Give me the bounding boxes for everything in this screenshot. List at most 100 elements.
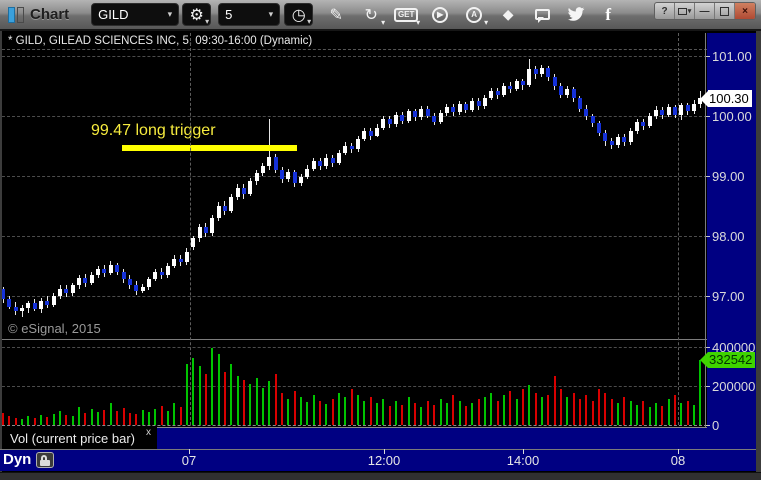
time-template-button[interactable]: ◷ ▾ xyxy=(284,3,314,26)
candle-body xyxy=(641,122,646,126)
help-button[interactable]: ? xyxy=(655,3,675,19)
volume-gridline xyxy=(2,385,705,387)
candle-body xyxy=(660,110,665,115)
chat-button[interactable] xyxy=(530,3,554,26)
volume-bar xyxy=(629,401,632,425)
tab-strip xyxy=(157,427,707,449)
candle-body xyxy=(577,98,582,109)
popout-icon xyxy=(677,7,687,15)
forward-button[interactable]: ↻ ▾ xyxy=(359,3,385,28)
chevron-down-icon: ▾ xyxy=(268,9,274,19)
volume-bar xyxy=(109,403,112,425)
volume-bar xyxy=(407,397,410,425)
price-pane[interactable] xyxy=(2,50,705,339)
volume-bar xyxy=(452,395,455,425)
trigger-annotation-text[interactable]: 99.47 long trigger xyxy=(91,122,216,139)
volume-bar xyxy=(566,397,569,425)
volume-axis-label: 200000 xyxy=(712,379,756,394)
candle-body xyxy=(489,90,494,98)
candle-wick xyxy=(268,119,270,170)
facebook-share-button[interactable]: f xyxy=(596,3,620,26)
session-boundary-line xyxy=(190,33,191,425)
close-button[interactable]: × xyxy=(735,3,755,19)
volume-bar xyxy=(128,412,131,425)
volume-bar xyxy=(401,405,404,425)
redo-circle-icon: ↻ xyxy=(364,6,378,24)
candle-body xyxy=(343,145,348,154)
time-axis-label: 12:00 xyxy=(367,453,401,468)
price-gridline xyxy=(2,295,705,297)
volume-bar xyxy=(598,389,600,425)
candle-body xyxy=(159,271,164,276)
volume-bar xyxy=(338,393,340,425)
interval-combo[interactable]: 5 ▾ xyxy=(218,3,281,26)
chart-symbol-header: * GILD, GILEAD SCIENCES INC, 5, 09:30-16… xyxy=(2,33,707,50)
symbol-combo[interactable]: GILD ▾ xyxy=(91,3,180,26)
symbol-settings-button[interactable]: ⚙ ▾ xyxy=(182,3,212,26)
time-axis[interactable] xyxy=(0,449,756,471)
auto-analysis-button[interactable]: A ▾ xyxy=(462,3,488,27)
title-bar[interactable]: Chart GILD ▾ ⚙ ▾ 5 ▾ ◷ ▾ ✎ ↻ ▾ GET ▾ ▶ xyxy=(0,0,761,31)
draw-tool-button[interactable]: ✎ xyxy=(324,3,348,26)
candle-body xyxy=(32,303,37,309)
lock-button[interactable] xyxy=(36,452,54,468)
volume-bar xyxy=(490,393,493,425)
volume-bar xyxy=(287,398,290,425)
volume-bar xyxy=(686,401,689,425)
volume-bar xyxy=(8,415,11,425)
volume-bar xyxy=(572,393,575,425)
volume-bar xyxy=(636,405,638,425)
volume-bar xyxy=(27,416,30,425)
volume-bar xyxy=(255,377,258,425)
session-boundary-line xyxy=(678,33,679,425)
volume-pane[interactable] xyxy=(2,341,705,425)
trigger-line[interactable] xyxy=(122,145,297,151)
candle-body xyxy=(330,157,335,163)
candle-body xyxy=(45,300,50,305)
candle-body xyxy=(318,160,322,167)
candle-body xyxy=(96,268,101,275)
volume-bar xyxy=(14,417,17,425)
send-button[interactable]: ◆ xyxy=(496,3,520,26)
dynamic-mode-label[interactable]: Dyn xyxy=(3,451,32,468)
candle-body xyxy=(299,177,303,184)
get-data-button[interactable]: GET ▾ xyxy=(393,3,420,27)
candle-body xyxy=(647,116,652,126)
close-icon[interactable]: x xyxy=(146,427,151,438)
maximize-icon xyxy=(720,6,729,16)
candle-body xyxy=(102,268,107,273)
minimize-button[interactable]: — xyxy=(695,3,715,19)
pane-divider[interactable] xyxy=(2,339,707,340)
volume-bar xyxy=(521,389,524,425)
candle-body xyxy=(210,217,215,233)
popout-button[interactable]: ▾ xyxy=(675,3,695,19)
candle-body xyxy=(222,205,227,211)
twitter-share-button[interactable] xyxy=(564,3,588,26)
candle-body xyxy=(337,153,341,163)
volume-bar xyxy=(483,397,486,425)
candle-body xyxy=(165,265,170,276)
candle-body xyxy=(394,114,399,125)
maximize-button[interactable] xyxy=(715,3,735,19)
volume-bar xyxy=(116,410,119,425)
volume-bar xyxy=(471,403,474,425)
time-axis-label: 14:00 xyxy=(506,453,540,468)
clock-icon: ◷ xyxy=(291,6,306,24)
volume-bar xyxy=(281,392,283,425)
volume-bar xyxy=(71,416,74,425)
replay-button[interactable]: ▶ xyxy=(428,3,452,26)
candle-body xyxy=(178,258,183,263)
volume-study-tab[interactable]: Vol (current price bar) x xyxy=(2,427,157,449)
candle-body xyxy=(679,105,684,115)
volume-bar xyxy=(667,399,670,425)
volume-bar xyxy=(395,401,398,425)
volume-bar xyxy=(97,412,100,425)
volume-bar xyxy=(439,399,442,425)
price-axis-label: 98.00 xyxy=(712,229,745,244)
volume-bar xyxy=(699,359,702,425)
volume-bar xyxy=(388,406,391,425)
volume-bar xyxy=(674,395,676,425)
volume-bar xyxy=(223,372,226,425)
candle-body xyxy=(457,104,462,113)
